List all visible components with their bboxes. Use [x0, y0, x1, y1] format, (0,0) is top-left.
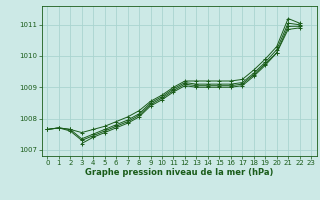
- X-axis label: Graphe pression niveau de la mer (hPa): Graphe pression niveau de la mer (hPa): [85, 168, 273, 177]
